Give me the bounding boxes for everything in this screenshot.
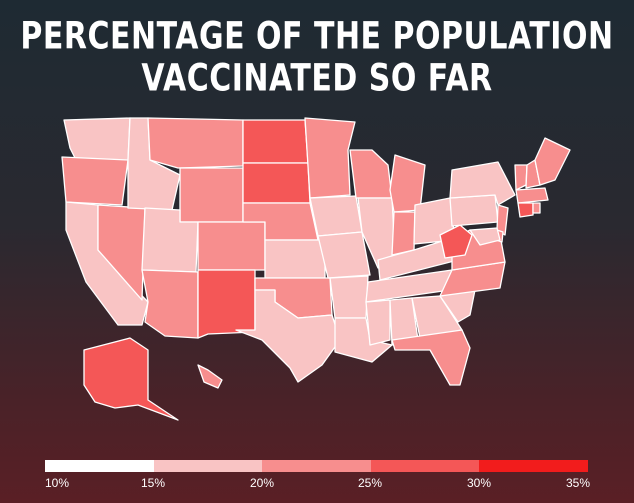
legend-bin-2 xyxy=(153,460,263,472)
state-ak xyxy=(83,337,179,421)
color-legend-bar xyxy=(45,460,588,472)
state-in xyxy=(391,211,416,256)
state-ri xyxy=(532,202,541,214)
state-mi xyxy=(389,154,426,213)
map-title-line-2: VACCINATED SO FAR xyxy=(141,56,493,101)
state-wv xyxy=(439,224,473,259)
state-ia xyxy=(309,195,363,237)
legend-tick-15: 15% xyxy=(141,476,166,490)
state-mt xyxy=(147,117,244,169)
legend-bin-1 xyxy=(45,460,154,472)
legend-tick-25: 25% xyxy=(358,476,383,490)
state-sd xyxy=(242,162,311,204)
legend-tick-10: 10% xyxy=(45,476,70,490)
legend-tick-35: 35% xyxy=(566,476,591,490)
state-ma xyxy=(515,187,549,204)
state-nj xyxy=(496,204,509,236)
state-az xyxy=(141,269,199,339)
state-ms xyxy=(365,299,391,346)
state-tx xyxy=(235,289,341,383)
state-or xyxy=(61,156,129,206)
state-wy xyxy=(179,167,244,223)
state-md xyxy=(469,227,501,246)
state-wi xyxy=(349,149,393,199)
state-nm xyxy=(197,269,256,339)
legend-tick-20: 20% xyxy=(250,476,275,490)
state-hi xyxy=(197,364,223,389)
state-me xyxy=(534,137,571,186)
state-ct xyxy=(517,202,534,218)
legend-bin-4 xyxy=(370,460,480,472)
map-title-line-1: PERCENTAGE OF THE POPULATION xyxy=(20,14,614,59)
state-pa xyxy=(449,194,499,227)
legend-tick-30: 30% xyxy=(467,476,492,490)
state-nd xyxy=(242,119,309,164)
legend-bin-3 xyxy=(262,460,371,472)
state-mo xyxy=(317,231,371,279)
state-fl xyxy=(391,329,471,386)
state-ar xyxy=(329,275,369,319)
state-mn xyxy=(304,117,356,199)
state-vt xyxy=(514,164,528,191)
legend-bin-5 xyxy=(479,460,588,472)
state-co xyxy=(197,221,266,271)
state-ks xyxy=(264,239,326,279)
